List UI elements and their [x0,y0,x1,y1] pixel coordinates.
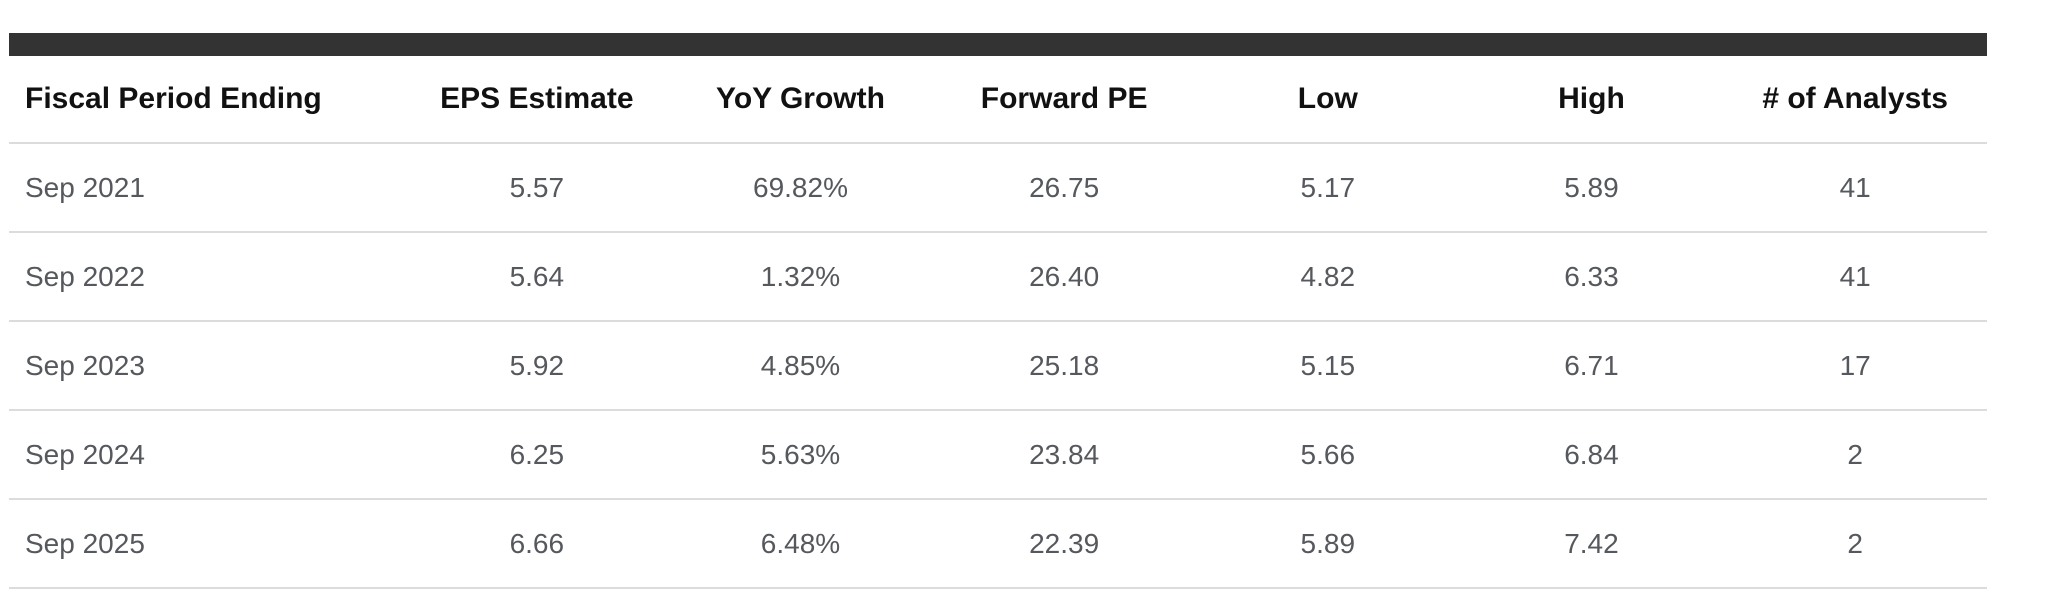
column-header-of-analysts: # of Analysts [1723,56,1987,144]
eps-estimate-cell: 5.57 [405,143,669,233]
column-header-high: High [1459,56,1724,144]
forward-pe-cell: 25.18 [932,321,1196,411]
of-analysts-cell: 17 [1723,321,1987,411]
high-cell: 5.89 [1459,143,1724,233]
eps-estimates-panel: Fiscal Period Ending EPS Estimate YoY Grow… [9,33,1987,589]
yoy-growth-cell: 1.32% [668,232,933,322]
high-cell: 6.71 [1459,321,1724,411]
yoy-growth-cell: 5.63% [668,410,933,500]
of-analysts-cell: 41 [1723,143,1987,233]
low-cell: 5.17 [1195,143,1460,233]
table-body: Sep 2021 5.57 69.82% 26.75 5.17 5.89 41 Sep 202… [9,143,1987,589]
eps-estimate-cell: 5.64 [405,232,669,322]
column-header-yoy-growth: YoY Growth [668,56,933,144]
low-cell: 5.66 [1195,410,1460,500]
table-row: Sep 2024 6.25 5.63% 23.84 5.66 6.84 2 [9,410,1987,500]
fiscal-period-cell: Sep 2025 [9,499,405,589]
of-analysts-cell: 41 [1723,232,1987,322]
table-row: Sep 2022 5.64 1.32% 26.40 4.82 6.33 41 [9,232,1987,322]
high-cell: 6.33 [1459,232,1724,322]
fiscal-period-cell: Sep 2022 [9,232,405,322]
table-row: Sep 2023 5.92 4.85% 25.18 5.15 6.71 17 [9,321,1987,411]
yoy-growth-cell: 4.85% [668,321,933,411]
high-cell: 7.42 [1459,499,1724,589]
of-analysts-cell: 2 [1723,499,1987,589]
low-cell: 5.89 [1195,499,1460,589]
yoy-growth-cell: 6.48% [668,499,933,589]
low-cell: 4.82 [1195,232,1460,322]
column-header-fiscal-period-ending: Fiscal Period Ending [9,56,405,144]
fiscal-period-cell: Sep 2024 [9,410,405,500]
fiscal-period-cell: Sep 2023 [9,321,405,411]
high-cell: 6.84 [1459,410,1724,500]
column-header-forward-pe: Forward PE [932,56,1196,144]
yoy-growth-cell: 69.82% [668,143,933,233]
eps-estimate-cell: 6.66 [405,499,669,589]
table-top-bar [9,33,1987,56]
forward-pe-cell: 22.39 [932,499,1196,589]
eps-estimate-cell: 6.25 [405,410,669,500]
column-header-eps-estimate: EPS Estimate [405,56,669,144]
of-analysts-cell: 2 [1723,410,1987,500]
forward-pe-cell: 23.84 [932,410,1196,500]
forward-pe-cell: 26.75 [932,143,1196,233]
column-header-low: Low [1195,56,1460,144]
table-row: Sep 2025 6.66 6.48% 22.39 5.89 7.42 2 [9,499,1987,589]
table-header-row: Fiscal Period Ending EPS Estimate YoY Grow… [9,56,1987,144]
low-cell: 5.15 [1195,321,1460,411]
eps-estimate-cell: 5.92 [405,321,669,411]
forward-pe-cell: 26.40 [932,232,1196,322]
eps-estimates-table: Fiscal Period Ending EPS Estimate YoY Grow… [9,56,1987,589]
table-row: Sep 2021 5.57 69.82% 26.75 5.17 5.89 41 [9,143,1987,233]
fiscal-period-cell: Sep 2021 [9,143,405,233]
